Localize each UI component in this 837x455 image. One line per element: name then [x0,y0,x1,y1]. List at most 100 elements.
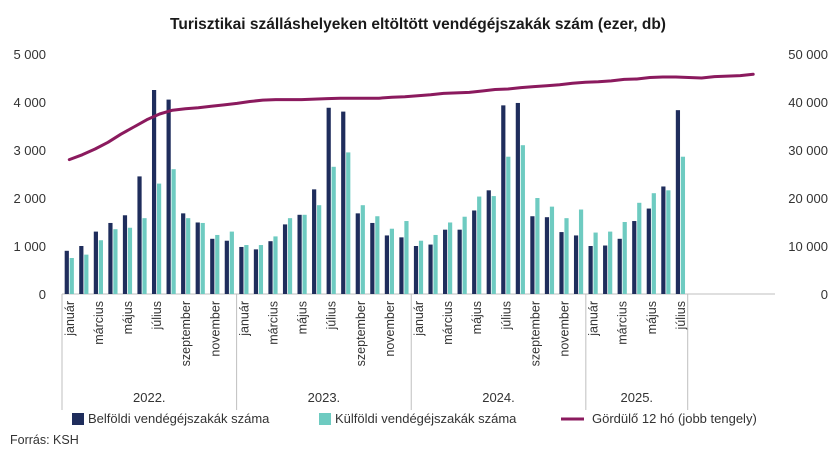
x-month-label: május [470,301,484,334]
bar-domestic [443,229,448,294]
bar-foreign [346,152,351,294]
bar-domestic [93,231,98,294]
bar-domestic [326,107,331,294]
bar-foreign [98,240,103,294]
source-note: Forrás: KSH [10,433,79,447]
left-y-tick-label: 0 [39,287,46,302]
bar-foreign [549,206,555,294]
x-month-label: július [499,301,513,331]
bar-domestic [457,229,462,294]
bar-foreign [680,156,686,294]
x-month-label: január [63,301,77,337]
bar-domestic [472,210,477,294]
left-y-tick-label: 5 000 [13,47,46,62]
bar-domestic [544,217,550,294]
bar-foreign [651,193,656,294]
right-y-tick-label: 20 000 [788,191,828,206]
right-y-tick-label: 50 000 [788,47,828,62]
bar-domestic [399,237,404,294]
x-month-label: július [325,301,339,331]
bar-foreign [84,254,89,294]
bar-domestic [181,213,186,294]
bar-foreign [491,196,496,294]
bar-foreign [186,218,191,294]
bar-domestic [312,189,317,294]
bar-foreign [258,245,264,294]
bar-foreign [418,240,424,294]
bar-foreign [273,236,278,294]
line-group [67,72,755,162]
bar-foreign [171,169,176,294]
bar-foreign [622,222,627,294]
x-month-label: november [383,301,397,357]
year-label: 2025. [621,390,654,405]
bar-foreign [506,156,511,294]
bar-domestic [122,215,128,294]
bar-domestic [195,222,200,294]
bar-domestic [137,176,142,294]
x-axis-labels: január március május július szeptember novemb… [61,294,689,410]
x-month-label: május [296,301,310,334]
right-y-tick-label: 0 [821,287,828,302]
x-month-label: március [92,301,106,345]
legend-label-domestic: Belföldi vendégéjszakák száma [88,411,270,426]
bar-foreign [477,196,482,294]
bar-domestic [370,222,375,294]
bar-foreign [69,258,74,294]
bar-domestic [384,235,389,294]
left-y-tick-label: 2 000 [13,191,46,206]
x-month-label: január [587,301,601,337]
left-y-tick-label: 1 000 [13,239,46,254]
bar-domestic [268,241,273,294]
right-y-tick-label: 30 000 [788,143,828,158]
year-label: 2024. [482,390,515,405]
legend-label-foreign: Külföldi vendégéjszakák száma [335,411,517,426]
legend-swatch-domestic [72,413,84,425]
bar-domestic [253,249,259,294]
bar-foreign [404,221,409,294]
bar-foreign [244,245,249,294]
bar-domestic [632,221,637,294]
bar-domestic [501,105,506,294]
x-month-label: március [267,301,281,345]
year-label: 2023. [308,390,341,405]
bar-domestic [239,246,244,294]
bar-domestic [224,240,229,294]
bar-domestic [341,111,346,294]
bar-domestic [661,186,666,294]
bar-foreign [433,234,438,294]
x-month-label: március [441,301,455,345]
bar-domestic [413,246,419,294]
chart-title: Turisztikai szálláshelyeken eltöltött ve… [170,16,666,33]
bars-group [64,90,686,295]
x-month-label: július [150,301,164,331]
bar-foreign [142,218,147,294]
x-month-label: január [412,301,426,337]
bar-foreign [229,231,234,294]
legend: Belföldi vendégéjszakák száma Külföldi ve… [72,411,757,426]
bar-foreign [317,205,322,294]
bar-domestic [166,99,171,294]
x-month-label: szeptember [528,301,542,366]
bar-domestic [151,90,157,294]
bar-foreign [113,229,118,294]
bar-foreign [360,205,365,294]
bar-domestic [355,213,360,294]
left-y-tick-label: 3 000 [13,143,46,158]
bar-domestic [515,102,520,295]
bar-domestic [79,246,84,294]
bar-domestic [588,246,593,294]
legend-label-rolling: Gördülő 12 hó (jobb tengely) [592,411,757,426]
x-month-label: július [674,301,688,331]
bar-foreign [593,232,598,294]
right-y-tick-label: 10 000 [788,239,828,254]
bar-foreign [578,209,584,294]
bar-domestic [573,235,579,294]
bar-foreign [608,231,613,294]
bar-domestic [486,190,491,294]
axes-group: 0 1 000 2 000 3 000 4 000 5 000 0 10 000 20 000 3… [13,47,828,302]
bar-domestic [646,208,651,294]
x-month-label: szeptember [354,301,368,366]
x-month-label: május [121,301,135,334]
